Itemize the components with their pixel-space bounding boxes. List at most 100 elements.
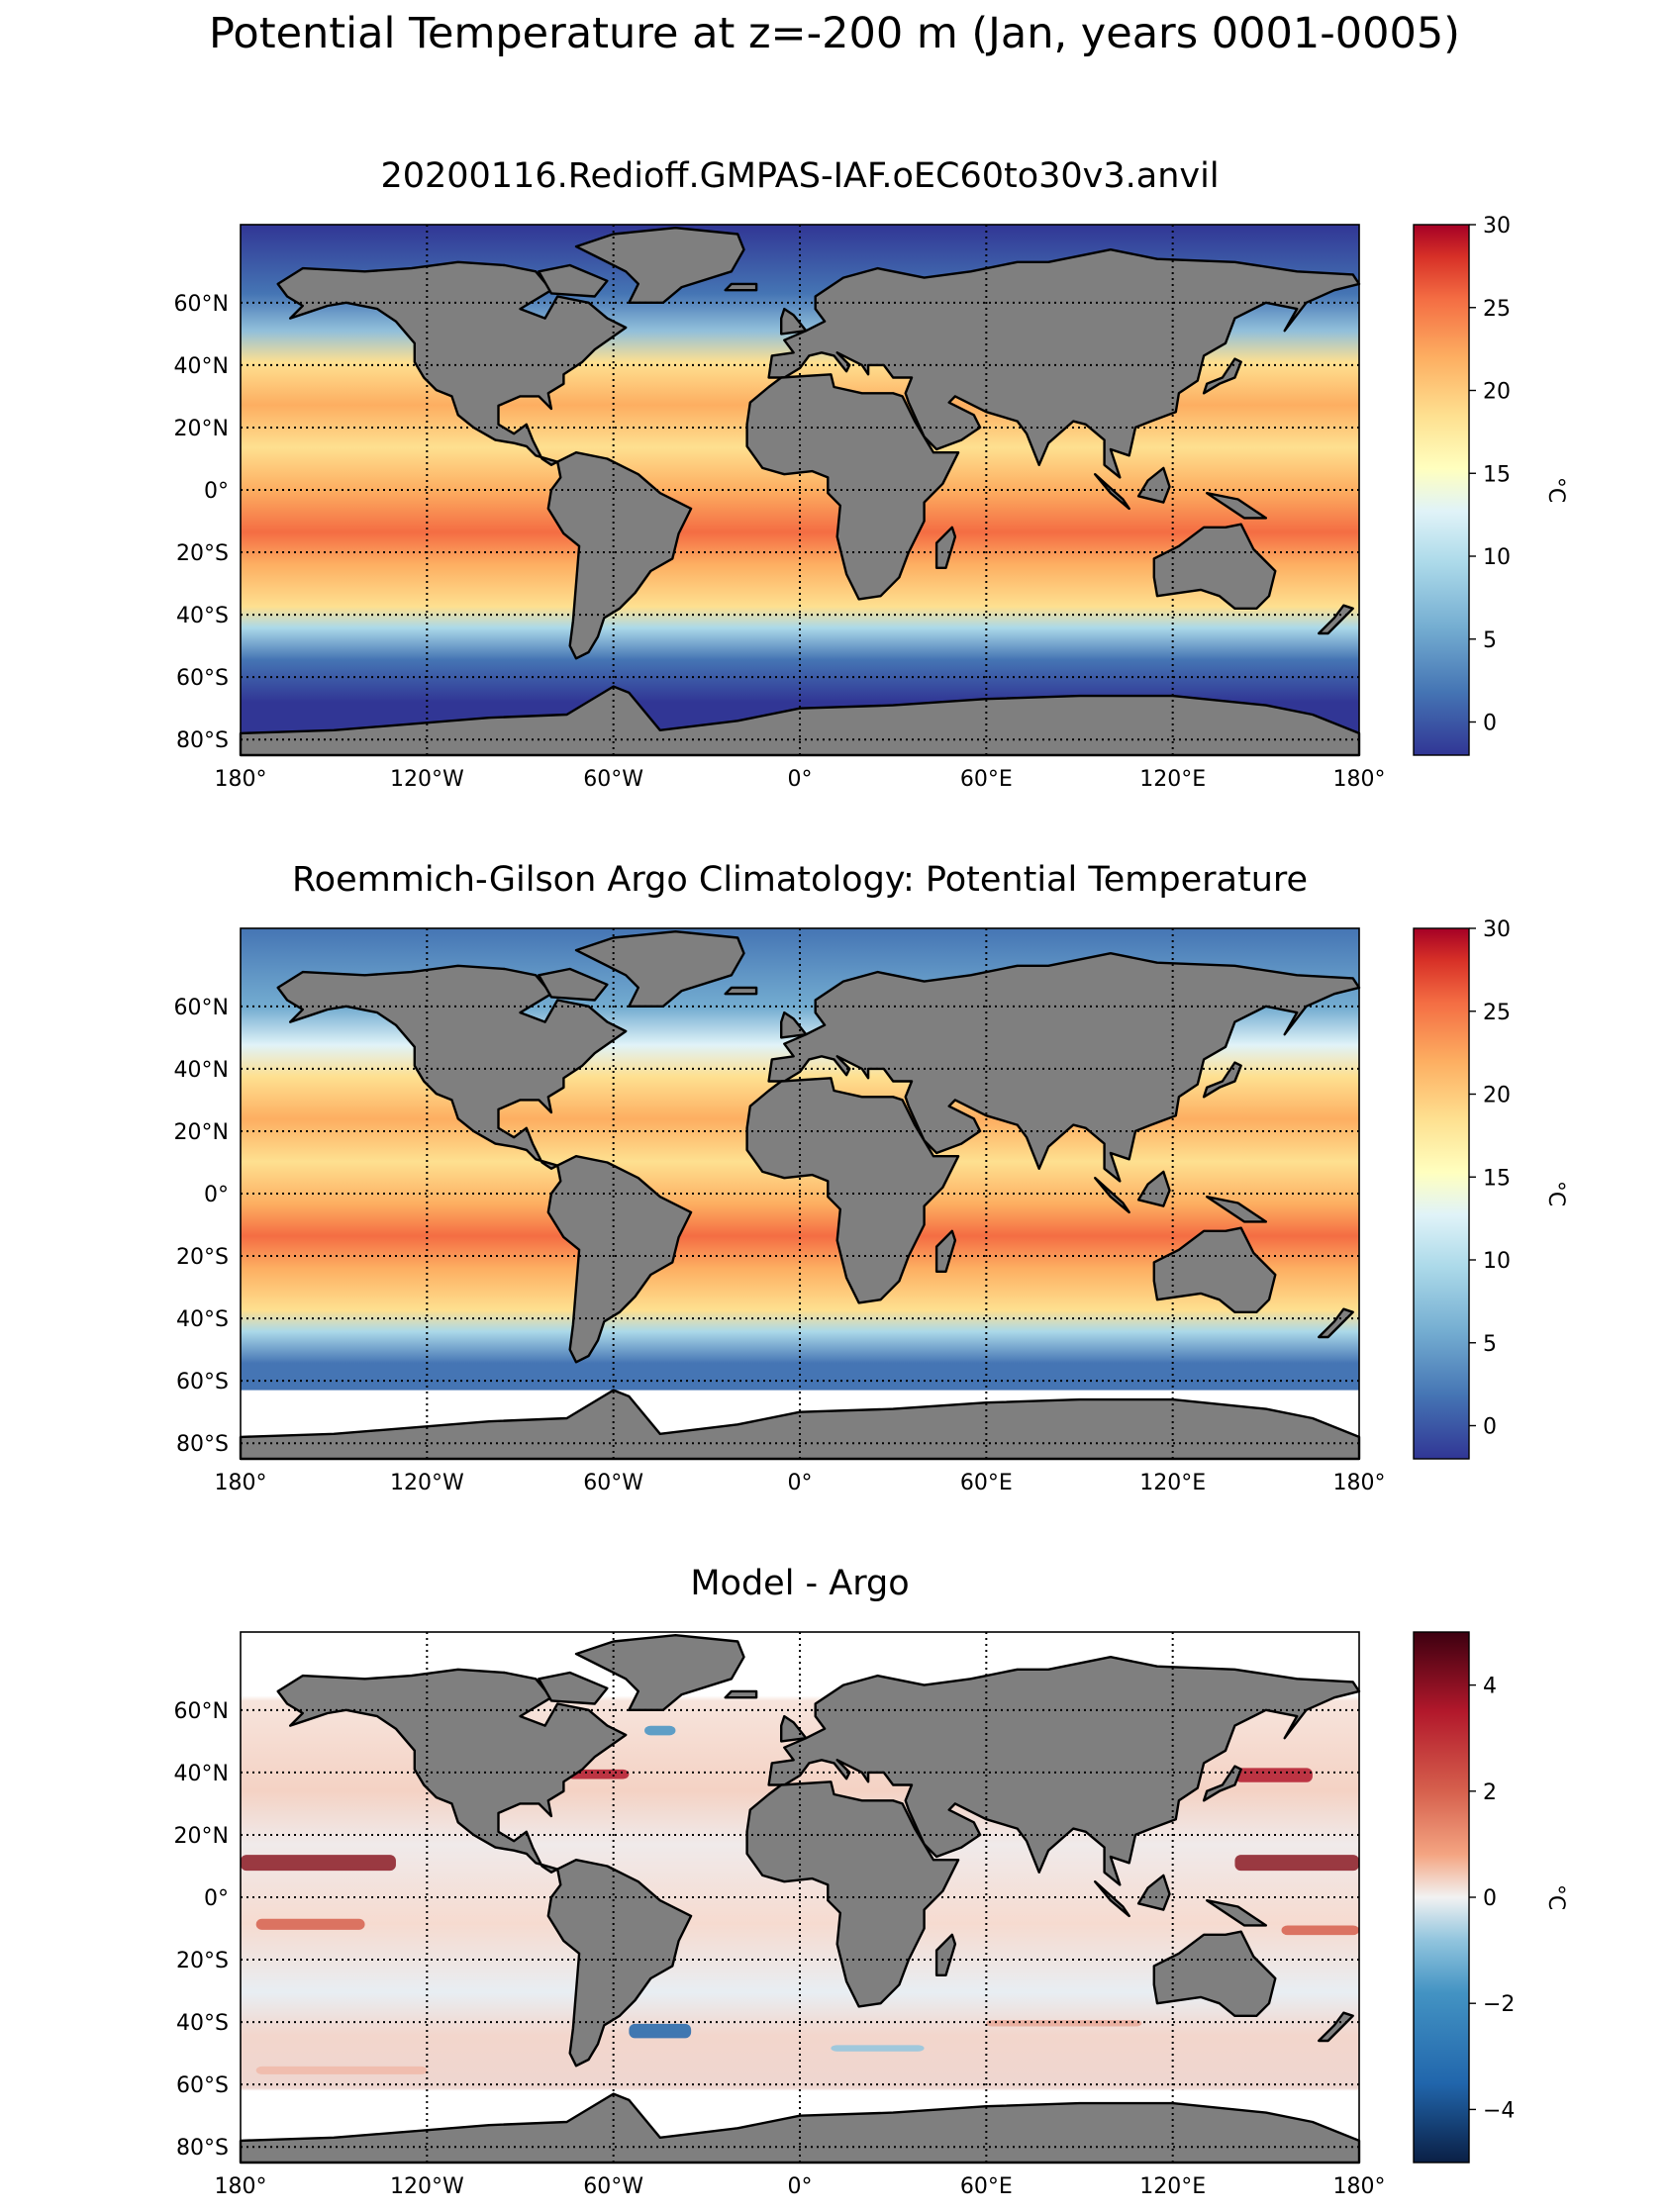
land-mass xyxy=(780,307,808,336)
lat-tick-label: 40°S xyxy=(176,1307,229,1332)
lon-tick-label: 0° xyxy=(788,767,813,792)
colorbar-tick-label: −4 xyxy=(1483,2098,1515,2123)
land-mass xyxy=(1317,2011,1354,2043)
land-mass xyxy=(1152,1930,1277,2018)
land-mass xyxy=(1152,1226,1277,1314)
land-mass xyxy=(1317,1307,1354,1339)
lon-tick-label: 60°W xyxy=(583,2174,643,2199)
anomaly-streak xyxy=(255,2066,428,2074)
lat-tick-label: 20°S xyxy=(176,541,229,566)
land-mass xyxy=(1136,1170,1171,1207)
colorbar-tick-label: 20 xyxy=(1483,1084,1511,1108)
lon-tick-label: 60°W xyxy=(583,1471,643,1495)
land-mass xyxy=(1093,1879,1130,1918)
land-mass xyxy=(767,247,1361,479)
colorbar-tick-label: 5 xyxy=(1483,1332,1497,1357)
lon-tick-label: 180° xyxy=(1333,767,1386,792)
lat-tick-label: 60°S xyxy=(176,666,229,691)
lat-tick-label: 0° xyxy=(204,1183,229,1207)
map-frame xyxy=(240,927,1360,1460)
lon-tick-label: 0° xyxy=(788,1471,813,1495)
colorbar xyxy=(1413,224,1470,756)
colorbar-tick-label: 15 xyxy=(1483,1166,1511,1191)
land-mass xyxy=(1205,1195,1268,1223)
anomaly-streak xyxy=(831,2045,925,2052)
lon-tick-label: 120°W xyxy=(390,1471,464,1495)
land-mass xyxy=(780,1714,808,1743)
land-mass xyxy=(276,260,628,466)
land-mass xyxy=(767,1655,1361,1886)
land-mass xyxy=(276,964,628,1171)
colorbar-label: °C xyxy=(1543,1884,1568,1910)
panel-title: 20200116.Redioff.GMPAS-IAF.oEC60to30v3.a… xyxy=(380,156,1219,196)
lat-tick-label: 40°N xyxy=(174,1058,229,1083)
land-mass xyxy=(538,263,609,298)
lat-tick-label: 40°N xyxy=(174,1762,229,1786)
lon-tick-label: 180° xyxy=(1333,1471,1386,1495)
land-mass xyxy=(1317,604,1354,635)
lat-tick-label: 40°S xyxy=(176,604,229,628)
colorbar-tick-label: 0 xyxy=(1483,712,1497,736)
land-mass xyxy=(724,1689,758,1699)
land-mass xyxy=(780,1010,808,1039)
figure-title: Potential Temperature at z=-200 m (Jan, … xyxy=(209,9,1460,58)
colorbar-tick-label: 0 xyxy=(1483,1886,1497,1911)
land-mass xyxy=(574,1633,745,1712)
land-mass xyxy=(934,1933,957,1977)
land-mass xyxy=(724,282,758,292)
colorbar-tick-label: 25 xyxy=(1483,1001,1511,1025)
lat-tick-label: 0° xyxy=(204,1886,229,1911)
lat-tick-label: 80°S xyxy=(176,2136,229,2161)
colorbar-tick-label: 5 xyxy=(1483,628,1497,653)
land-mass xyxy=(934,526,957,569)
anomaly-streak xyxy=(644,1725,676,1736)
colorbar-tick-label: 20 xyxy=(1483,380,1511,405)
land-mass xyxy=(745,373,960,601)
map-frame xyxy=(240,1631,1360,2164)
colorbar-tick-label: 4 xyxy=(1483,1675,1497,1699)
colorbar-tick-label: 2 xyxy=(1483,1780,1497,1805)
land-mass xyxy=(745,1077,960,1304)
anomaly-streak xyxy=(1234,1768,1313,1782)
lon-tick-label: 180° xyxy=(215,1471,267,1495)
lat-tick-label: 60°N xyxy=(174,292,229,317)
colorbar-tick-label: 30 xyxy=(1483,214,1511,239)
land-mass xyxy=(934,1229,957,1274)
land-mass xyxy=(276,1668,628,1875)
colorbar-tick-label: 10 xyxy=(1483,545,1511,570)
lon-tick-label: 60°E xyxy=(960,767,1013,792)
lon-tick-label: 180° xyxy=(1333,2174,1386,2199)
lat-tick-label: 20°S xyxy=(176,1949,229,1973)
lat-tick-label: 60°S xyxy=(176,1370,229,1395)
land-mass xyxy=(1136,466,1171,504)
land-mass xyxy=(1093,1176,1130,1214)
colorbar-tick-label: 10 xyxy=(1483,1249,1511,1274)
lon-tick-label: 180° xyxy=(215,767,267,792)
lon-tick-label: 60°E xyxy=(960,1471,1013,1495)
lat-tick-label: 40°S xyxy=(176,2011,229,2036)
land-mass xyxy=(1152,523,1277,610)
land-mass xyxy=(1202,1765,1242,1802)
lon-tick-label: 0° xyxy=(788,2174,813,2199)
land-mass xyxy=(767,952,1361,1183)
lat-tick-label: 80°S xyxy=(176,1432,229,1457)
lat-tick-label: 0° xyxy=(204,479,229,504)
land-mass xyxy=(574,930,745,1008)
land-mass xyxy=(724,986,758,996)
lon-tick-label: 120°W xyxy=(390,2174,464,2199)
lon-tick-label: 60°E xyxy=(960,2174,1013,2199)
lon-tick-label: 120°E xyxy=(1139,767,1206,792)
anomaly-streak xyxy=(255,1918,365,1930)
colorbar-tick-label: 25 xyxy=(1483,297,1511,322)
map-panel-2: Roemmich-Gilson Argo Climatology: Potent… xyxy=(174,860,1568,1495)
anomaly-streak xyxy=(566,1769,630,1779)
panel-title: Model - Argo xyxy=(690,1564,909,1603)
lon-tick-label: 180° xyxy=(215,2174,267,2199)
lat-tick-label: 60°N xyxy=(174,996,229,1020)
lat-tick-label: 20°S xyxy=(176,1245,229,1270)
lon-tick-label: 60°W xyxy=(583,767,643,792)
lon-tick-label: 120°E xyxy=(1139,2174,1206,2199)
colorbar-tick-label: −2 xyxy=(1483,1992,1515,2017)
colorbar xyxy=(1413,927,1470,1460)
